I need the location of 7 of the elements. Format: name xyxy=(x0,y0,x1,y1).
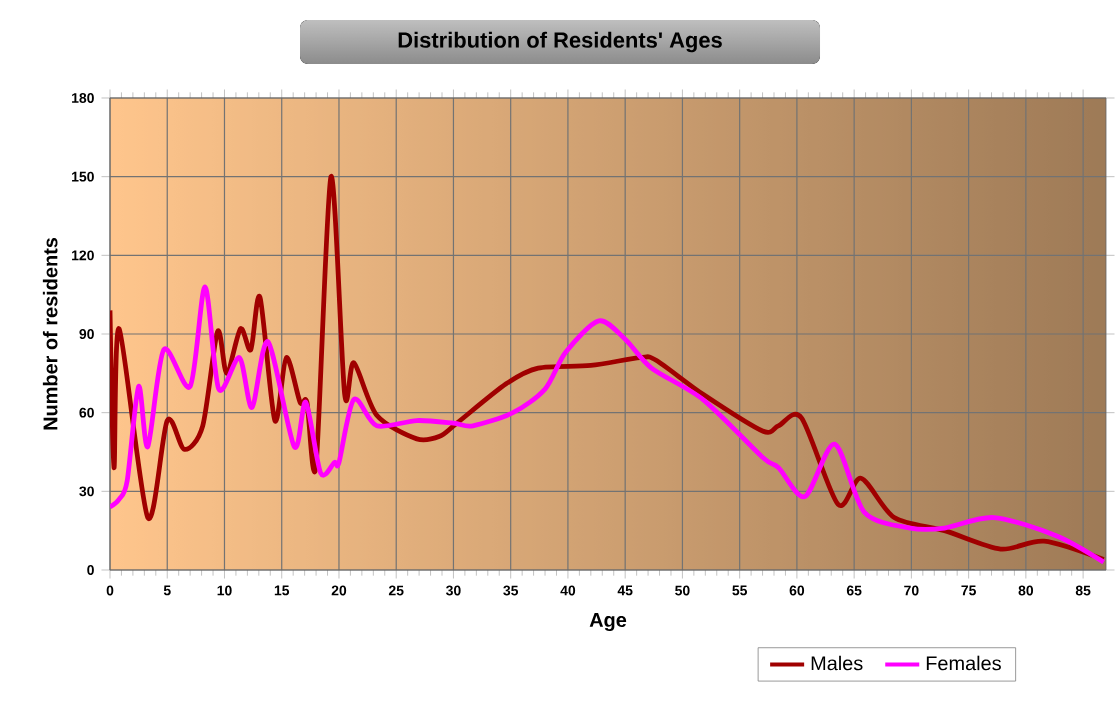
legend-label: Females xyxy=(926,655,1001,671)
chart-title: Distribution of Residents' Ages xyxy=(398,31,722,53)
legend-label: Males xyxy=(811,655,863,671)
x-axis-title: Age xyxy=(589,613,627,632)
y-axis-title: Number of residents xyxy=(42,237,58,430)
line-series xyxy=(110,174,1106,562)
line-series xyxy=(110,284,1106,565)
